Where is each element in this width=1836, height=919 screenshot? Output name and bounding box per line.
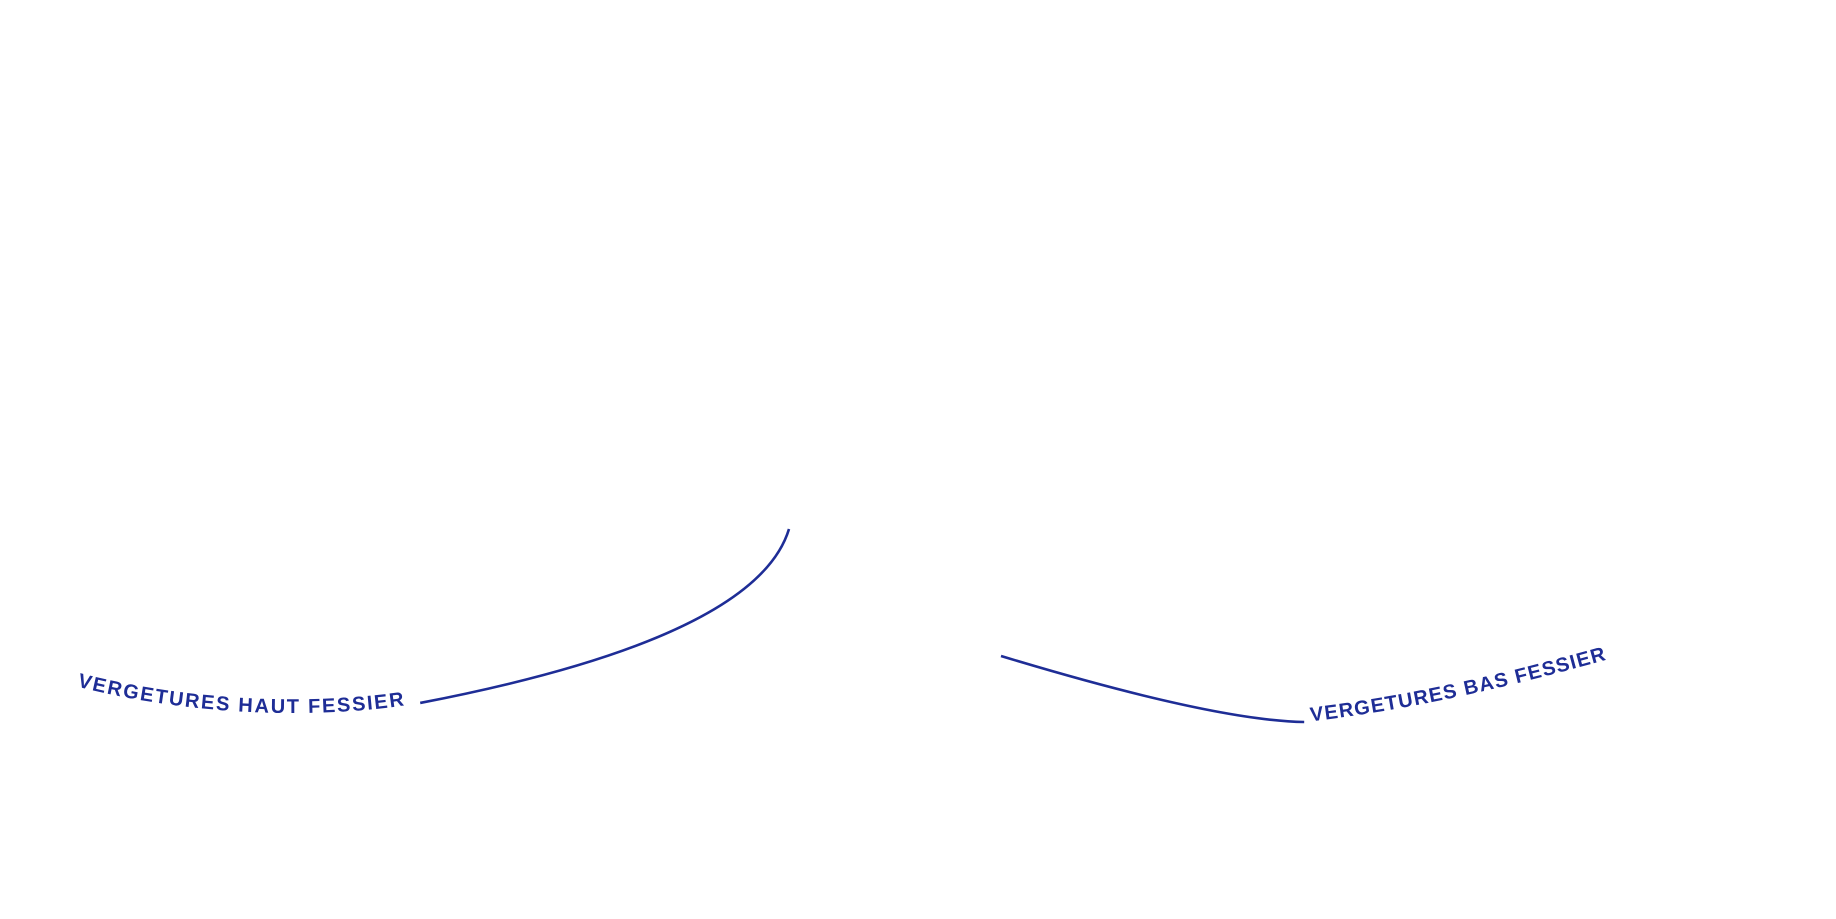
leader-line-lower-buttock	[1000, 648, 1641, 724]
zone-label-upper-buttock[interactable]: VERGETURES HAUT FESSIER	[76, 670, 407, 718]
zone-label-upper-buttock-text[interactable]: VERGETURES HAUT FESSIER	[76, 670, 407, 718]
leader-line-upper-buttock	[74, 528, 791, 715]
zone-label-lower-buttock[interactable]: VERGETURES BAS FESSIER	[1309, 643, 1609, 726]
zone-label-lower-buttock-text[interactable]: VERGETURES BAS FESSIER	[1309, 643, 1609, 726]
